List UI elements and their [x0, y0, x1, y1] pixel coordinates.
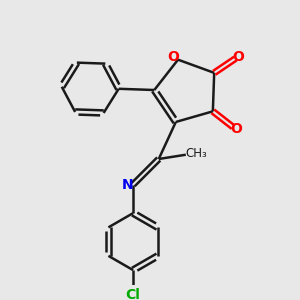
Text: CH₃: CH₃	[185, 147, 207, 160]
Text: O: O	[230, 122, 242, 136]
Text: O: O	[167, 50, 179, 64]
Text: N: N	[122, 178, 134, 192]
Text: Cl: Cl	[126, 288, 140, 300]
Text: O: O	[232, 50, 244, 64]
